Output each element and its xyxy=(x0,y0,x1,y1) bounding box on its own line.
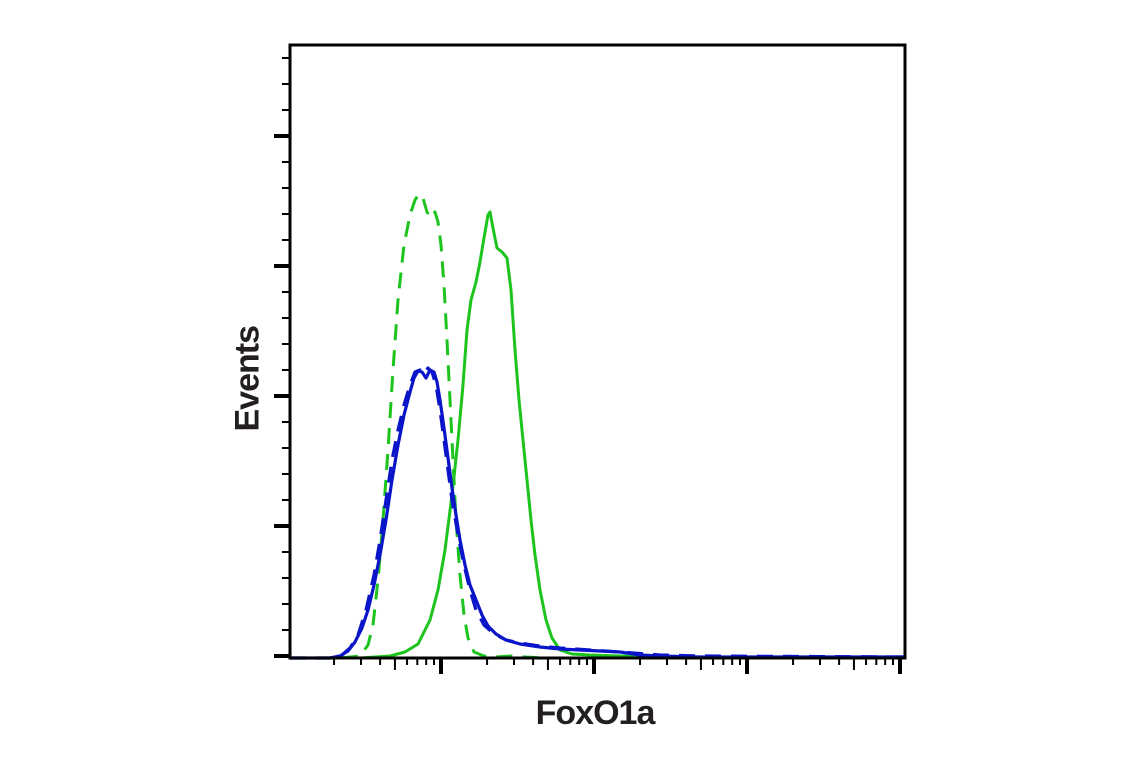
histogram-curve xyxy=(290,210,906,660)
y-axis-label: Events xyxy=(228,326,267,432)
histogram-curves xyxy=(290,192,906,660)
plot-frame xyxy=(288,43,907,660)
x-axis-label: FoxO1a xyxy=(535,694,656,732)
axis-ticks xyxy=(274,57,902,674)
histogram-curve xyxy=(290,368,905,660)
